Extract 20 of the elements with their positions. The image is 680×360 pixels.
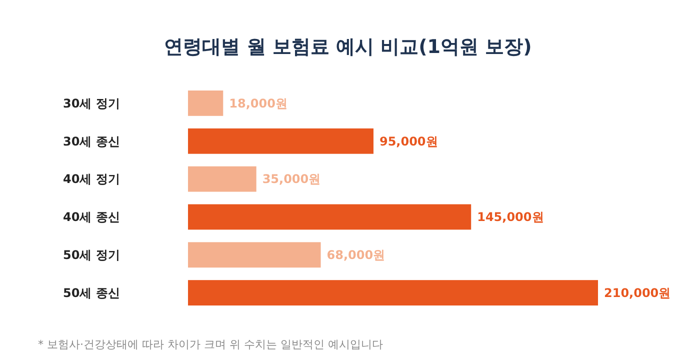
data-label: 18,000원 [229,96,288,110]
bar [188,280,598,306]
data-label: 35,000원 [262,172,321,186]
y-tick-label: 40세 정기 [63,172,120,186]
bar [188,128,374,154]
chart-title: 연령대별 월 보험료 예시 비교(1억원 보장) [164,36,532,58]
y-tick-label: 40세 종신 [63,210,120,224]
bar [188,166,256,192]
data-label: 95,000원 [379,134,438,148]
y-tick-label: 30세 종신 [63,134,120,148]
text: * 보험사·건강상태에 따라 차이가 크며 위 수치는 일반적인 예시입니다 [38,338,383,351]
data-label: 68,000원 [326,248,386,262]
y-tick-label: 50세 종신 [63,286,120,300]
y-tick-label: 30세 정기 [63,96,120,110]
y-tick-label: 50세 정기 [63,248,120,262]
data-label: 210,000원 [604,286,671,300]
data-label: 145,000원 [477,210,544,224]
bar [188,242,321,268]
bar [188,90,224,116]
bar [188,204,472,230]
